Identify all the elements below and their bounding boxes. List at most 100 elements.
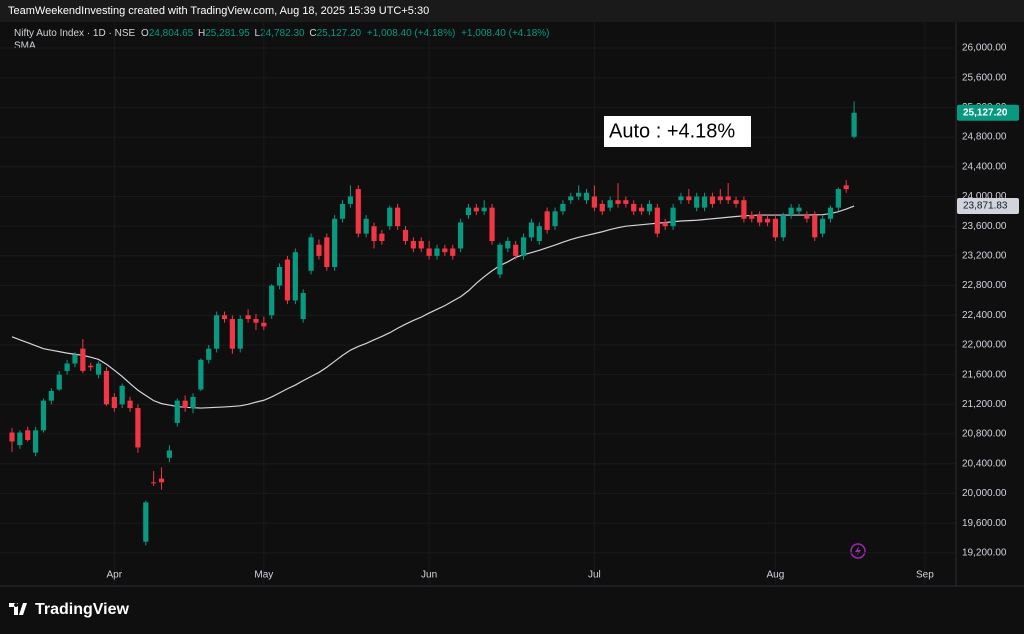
- legend-key: O: [141, 28, 149, 39]
- candle-body: [25, 430, 31, 440]
- candle-body: [245, 315, 251, 319]
- candle-body: [300, 292, 306, 319]
- legend-value: 25,127.20: [317, 28, 362, 39]
- legend-change: +1,008.40 (+4.18%): [367, 28, 455, 39]
- candle-body: [95, 363, 102, 375]
- credit: TeamWeekendInvesting created with Tradin…: [8, 5, 429, 17]
- candle-body: [686, 196, 692, 201]
- candle-body: [371, 226, 377, 242]
- candle-body: [182, 400, 188, 409]
- candle-body: [678, 196, 684, 201]
- x-tick-label: Jun: [421, 570, 437, 581]
- legend-value: 24,804.65: [149, 28, 194, 39]
- candle-body: [316, 244, 322, 256]
- sma-line: [11, 205, 855, 409]
- candle-body: [772, 218, 778, 238]
- candle-body: [576, 192, 582, 197]
- candle-body: [292, 252, 298, 301]
- candle-body: [615, 200, 621, 204]
- logo-text: TradingView: [35, 601, 130, 618]
- candle-body: [410, 241, 416, 249]
- x-tick-label: Sep: [916, 570, 934, 581]
- candle-body: [560, 203, 566, 212]
- candle-body: [88, 365, 94, 368]
- candle-body: [206, 348, 212, 360]
- candle-body: [757, 215, 763, 223]
- y-tick-label: 24,400.00: [962, 161, 1007, 172]
- candle-body: [284, 259, 291, 301]
- x-tick-label: Aug: [766, 570, 784, 581]
- candle-body: [9, 432, 15, 442]
- candle-body: [395, 207, 401, 227]
- candle-body: [796, 207, 802, 212]
- candle-body: [253, 318, 259, 323]
- candle-body: [308, 237, 314, 271]
- sma-label: 23,871.83: [963, 201, 1008, 212]
- candle-body: [332, 218, 338, 268]
- candle-body: [402, 229, 409, 242]
- candle-body: [489, 207, 495, 242]
- candle-body: [607, 200, 613, 208]
- x-tick-label: Jul: [588, 570, 601, 581]
- candle-body: [48, 390, 54, 401]
- candle-body: [135, 408, 141, 448]
- candle-body: [221, 315, 228, 319]
- candle-body: [261, 322, 267, 327]
- y-tick-label: 19,200.00: [962, 547, 1007, 558]
- candle-body: [497, 244, 503, 275]
- candle-body: [473, 207, 479, 212]
- candle-body: [552, 211, 558, 227]
- candle-body: [72, 354, 78, 364]
- y-tick-label: 22,800.00: [962, 280, 1007, 291]
- candle-body: [639, 207, 645, 212]
- logo-mark: [9, 603, 27, 615]
- y-tick-label: 25,600.00: [962, 72, 1007, 83]
- candle-body: [198, 359, 204, 390]
- candle-body: [434, 248, 440, 256]
- candle-body: [111, 396, 117, 409]
- candle-body: [40, 400, 47, 431]
- icon-ring: [850, 543, 866, 559]
- candle-body: [33, 430, 39, 453]
- y-tick-label: 20,000.00: [962, 488, 1007, 499]
- legend-change: +1,008.40 (+4.18%): [461, 28, 549, 39]
- candle-body: [127, 400, 133, 409]
- candle-body: [788, 207, 794, 216]
- candle-body: [568, 196, 574, 201]
- candle-body: [694, 196, 700, 208]
- candle-body: [418, 241, 424, 249]
- candle-body: [481, 207, 487, 212]
- y-tick-label: 23,200.00: [962, 251, 1007, 262]
- candle-body: [725, 196, 731, 201]
- candle-body: [347, 196, 354, 204]
- legend-key: H: [198, 28, 205, 39]
- candle-body: [520, 237, 527, 256]
- legend-key: C: [309, 28, 316, 39]
- candle-body: [363, 218, 369, 234]
- candle-body: [158, 478, 165, 483]
- candle-body: [450, 248, 456, 256]
- candle-body: [623, 200, 629, 204]
- candle-body: [457, 222, 464, 249]
- candle-body: [764, 218, 771, 223]
- candle-body: [387, 207, 393, 227]
- candle-body: [835, 189, 841, 208]
- candle-body: [143, 502, 149, 542]
- icon-bolt: [855, 546, 861, 556]
- candle-body: [426, 248, 432, 256]
- y-tick-label: 26,000.00: [962, 43, 1007, 54]
- candle-body: [339, 203, 346, 219]
- symbol: Nifty Auto Index · 1D · NSE: [14, 28, 135, 39]
- candle-body: [465, 207, 472, 216]
- indicator-name: SMA: [14, 41, 36, 52]
- legend-key: L: [255, 28, 261, 39]
- candle-body: [442, 248, 448, 253]
- candle-body: [544, 211, 550, 230]
- y-tick-label: 22,000.00: [962, 340, 1007, 351]
- candle-body: [80, 348, 86, 371]
- candle-body: [820, 218, 826, 234]
- grid: [0, 22, 956, 586]
- candle-body: [599, 203, 605, 212]
- candle-body: [701, 196, 708, 208]
